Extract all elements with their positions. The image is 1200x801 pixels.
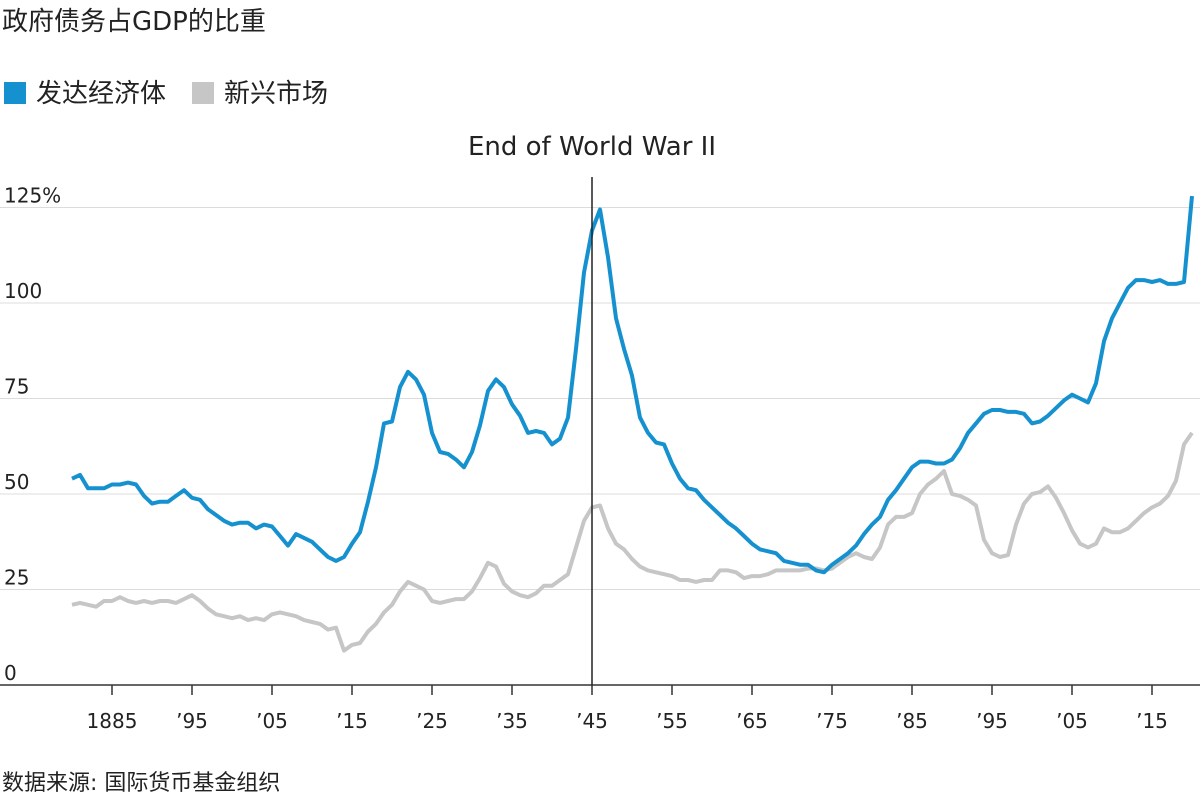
y-tick-label: 75 — [4, 375, 29, 399]
x-tick-label: ’75 — [816, 709, 848, 733]
x-tick-label: ’15 — [336, 709, 368, 733]
x-tick-label: ’35 — [496, 709, 528, 733]
x-tick-label: ’25 — [416, 709, 448, 733]
y-tick-label: 50 — [4, 470, 29, 494]
legend-label: 发达经济体 — [36, 79, 166, 109]
x-tick-label: ’95 — [976, 709, 1008, 733]
x-tick-label: ’95 — [176, 709, 208, 733]
annotation-label: End of World War II — [468, 132, 716, 162]
x-tick-label: 1885 — [87, 709, 138, 733]
y-tick-label: 125% — [4, 184, 61, 208]
y-tick-label: 100 — [4, 279, 42, 303]
chart-title: 政府债务占GDP的比重 — [2, 7, 266, 37]
series-line — [71, 195, 1194, 575]
y-tick-label: 25 — [4, 566, 29, 590]
x-tick-label: ’55 — [656, 709, 688, 733]
x-tick-label: ’45 — [576, 709, 608, 733]
x-tick-label: ’85 — [896, 709, 928, 733]
x-tick-label: ’15 — [1136, 709, 1168, 733]
source: 数据来源: 国际货币基金组织 — [2, 771, 280, 796]
legend-label: 新兴市场 — [224, 79, 328, 109]
x-tick-label: ’05 — [256, 709, 288, 733]
x-tick-label: ’05 — [1056, 709, 1088, 733]
y-tick-label: 0 — [4, 661, 17, 685]
series-line — [71, 431, 1194, 653]
legend-swatch — [4, 82, 26, 104]
legend-swatch — [192, 82, 215, 104]
x-tick-label: ’65 — [736, 709, 768, 733]
